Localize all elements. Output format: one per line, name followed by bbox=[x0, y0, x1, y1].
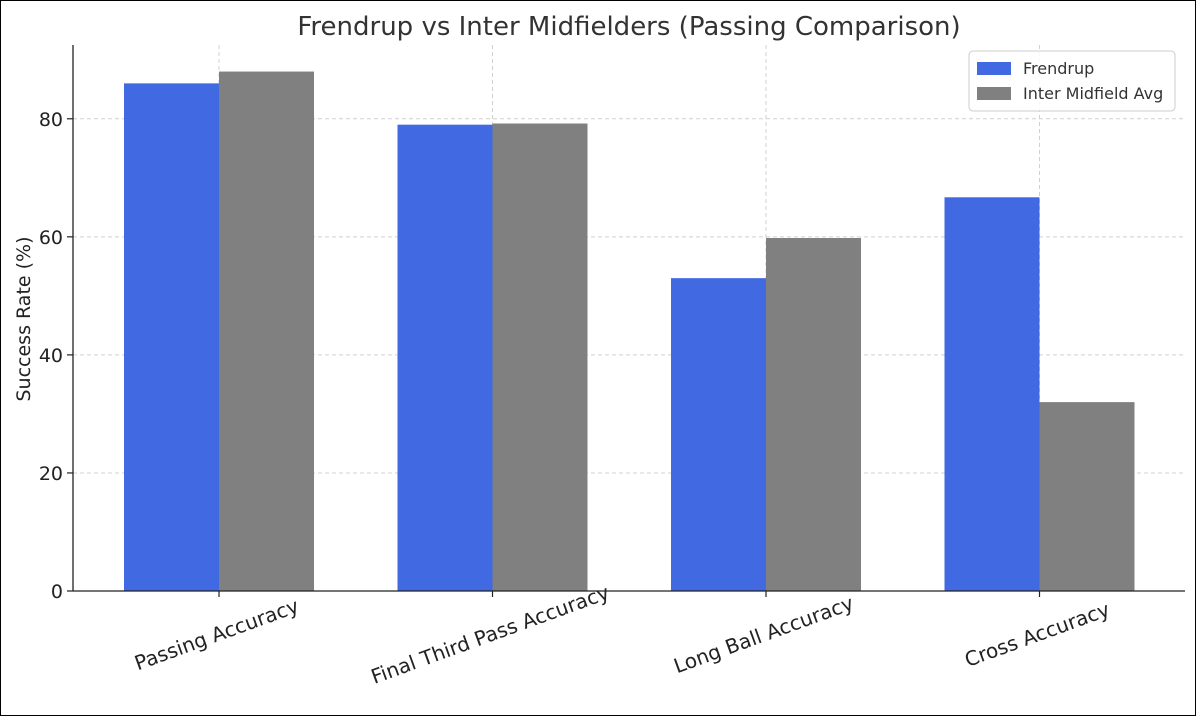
bar-frendrup-passing-accuracy bbox=[124, 83, 219, 592]
bar-frendrup-cross-accuracy bbox=[944, 197, 1040, 591]
y-tick-label-0: 0 bbox=[51, 581, 63, 603]
y-tick-label-20: 20 bbox=[39, 463, 63, 485]
y-tick-label-40: 40 bbox=[39, 345, 63, 367]
legend-swatch-frendrup bbox=[977, 62, 1011, 75]
legend-swatch-inter-midfield-avg bbox=[977, 87, 1011, 100]
bar-frendrup-long-ball-accuracy bbox=[671, 278, 766, 591]
x-tick-label-final-third-pass-accuracy: Final Third Pass Accuracy bbox=[368, 580, 613, 689]
x-tick-label-cross-accuracy: Cross Accuracy bbox=[961, 597, 1113, 672]
chart-title: Frendrup vs Inter Midfielders (Passing C… bbox=[297, 12, 960, 42]
legend-label-inter-midfield-avg: Inter Midfield Avg bbox=[1023, 84, 1163, 103]
y-tick-label-60: 60 bbox=[39, 227, 63, 249]
legend: Frendrup Inter Midfield Avg bbox=[968, 50, 1176, 112]
bars bbox=[124, 71, 1135, 592]
x-tick-label-long-ball-accuracy: Long Ball Accuracy bbox=[670, 591, 856, 678]
bar-frendrup-final-third-pass-accuracy bbox=[397, 124, 493, 591]
bar-inter-midfield-avg-final-third-pass-accuracy bbox=[492, 123, 588, 591]
legend-label-frendrup: Frendrup bbox=[1023, 59, 1094, 78]
bar-inter-midfield-avg-long-ball-accuracy bbox=[766, 238, 861, 591]
y-axis-label: Success Rate (%) bbox=[13, 236, 35, 401]
legend-box bbox=[968, 50, 1176, 112]
y-tick-label-80: 80 bbox=[39, 109, 63, 131]
bar-inter-midfield-avg-passing-accuracy bbox=[219, 71, 314, 592]
bar-inter-midfield-avg-cross-accuracy bbox=[1039, 402, 1135, 591]
x-tick-label-passing-accuracy: Passing Accuracy bbox=[131, 594, 302, 676]
axes bbox=[72, 45, 1185, 592]
